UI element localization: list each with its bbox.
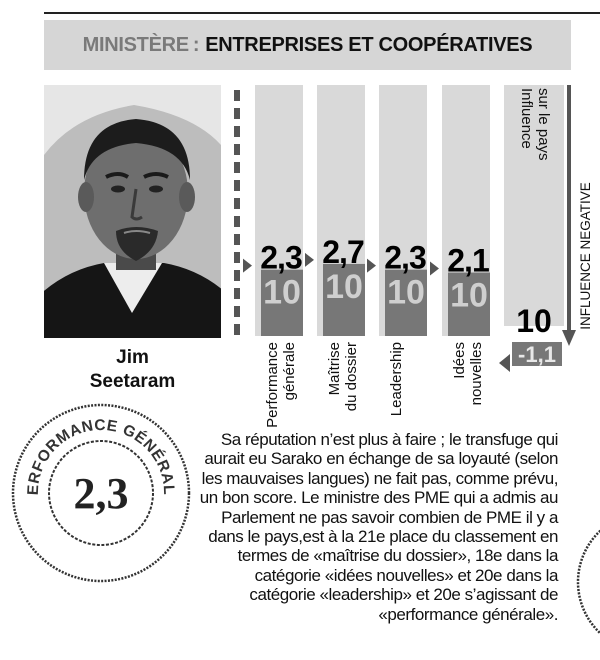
performance-stamp: PERFORMANCE GÉNÉRALE 2,3 — [8, 400, 191, 583]
person-last-name: Seetaram — [89, 371, 176, 392]
influence-value-label: -1,1 — [518, 342, 556, 367]
category-label: Influencesur le pays — [518, 88, 552, 161]
axis-tick-mark — [234, 90, 240, 101]
score-arrow-marker — [243, 258, 252, 273]
category-label: Performancegénérale — [264, 342, 298, 428]
category-label: Leadership — [388, 342, 405, 416]
score-value-label: 2,3 — [260, 240, 302, 276]
article-paragraph: Sa réputation n’est plus à faire ; le tr… — [199, 430, 559, 624]
axis-tick-mark — [234, 144, 240, 155]
influence-negative-tile — [512, 342, 562, 366]
axis-tick-mark — [234, 234, 240, 245]
influence-max-label: 10 — [516, 303, 552, 339]
score-tile — [448, 272, 490, 336]
axis-tick-mark — [234, 180, 240, 191]
stamp-inner-ring — [48, 440, 154, 546]
top-rule — [44, 12, 600, 14]
score-value-label: 2,7 — [322, 234, 364, 270]
score-arrow-marker — [305, 252, 314, 267]
axis-tick-mark — [234, 162, 240, 173]
score-tile — [261, 269, 303, 336]
ratings-chart: 10 2,3 Performancegénérale 10 2,7 Maîtrisedu … — [228, 80, 600, 440]
axis-tick-mark — [234, 324, 240, 335]
influence-arrow-marker — [499, 354, 510, 372]
score-max-label: 10 — [450, 277, 488, 315]
axis-tick-mark — [234, 306, 240, 317]
axis-tick-mark — [234, 216, 240, 227]
stamp-outer-ring — [11, 403, 191, 583]
person-name: Jim Seetaram — [44, 346, 221, 394]
influence-axis-line — [567, 85, 571, 335]
axis-tick-mark — [234, 270, 240, 281]
score-value-label: 2,3 — [384, 240, 426, 276]
axis-tick-mark — [234, 198, 240, 209]
score-value-label: 2,1 — [447, 243, 489, 279]
person-first-name: Jim — [116, 347, 149, 368]
axis-tick-mark — [234, 108, 240, 119]
score-max-label: 10 — [325, 268, 363, 306]
ministry-banner: MINISTÈRE : ENTREPRISES ET COOPÉRATIVES — [44, 20, 571, 70]
ratings-chart-svg: 102,3Performancegénérale102,7Maîtrisedu … — [234, 85, 593, 428]
axis-tick-mark — [234, 288, 240, 299]
score-tile — [385, 269, 427, 336]
influence-axis-arrow — [562, 330, 576, 346]
stamp-value: 2,3 — [74, 469, 129, 518]
score-arrow-marker — [367, 258, 376, 273]
ministry-separator: : — [192, 33, 200, 56]
influence-column-bg — [504, 85, 564, 326]
category-label: Maîtrisedu dossier — [326, 342, 360, 411]
cropped-stamp-decoration — [576, 529, 600, 635]
minister-portrait — [44, 85, 221, 338]
score-tile — [323, 263, 365, 336]
ministry-label: MINISTÈRE — [82, 33, 190, 56]
axis-note-label: INFLUENCE NEGATIVE — [578, 182, 593, 330]
axis-tick-mark — [234, 252, 240, 263]
ministry-name: ENTREPRISES ET COOPÉRATIVES — [205, 33, 533, 56]
portrait-illustration — [44, 85, 221, 338]
score-arrow-marker — [430, 261, 439, 276]
score-max-label: 10 — [263, 274, 301, 312]
score-max-label: 10 — [387, 274, 425, 312]
axis-tick-mark — [234, 126, 240, 137]
category-label: Idéesnouvelles — [451, 342, 485, 405]
